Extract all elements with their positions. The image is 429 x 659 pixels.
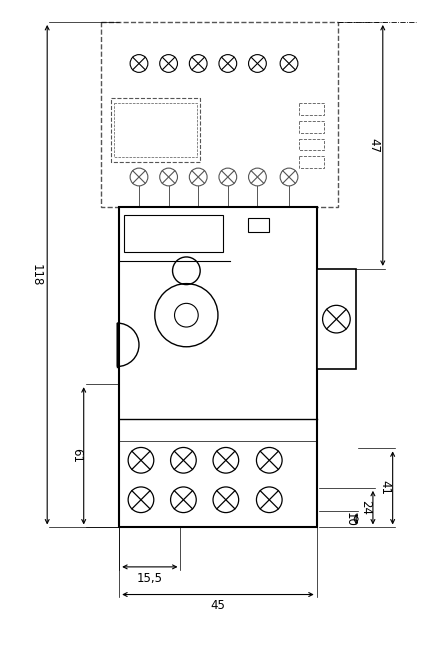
Bar bbox=[317, 269, 356, 370]
Bar bbox=[299, 121, 323, 132]
Bar bbox=[102, 22, 338, 207]
Bar bbox=[114, 103, 197, 158]
Text: 61: 61 bbox=[70, 448, 83, 463]
Bar bbox=[299, 103, 323, 115]
Text: 15,5: 15,5 bbox=[137, 572, 163, 585]
Bar bbox=[112, 98, 200, 162]
Bar bbox=[124, 215, 223, 252]
Text: 10: 10 bbox=[343, 511, 356, 527]
Text: 24: 24 bbox=[359, 500, 372, 515]
Text: 45: 45 bbox=[211, 600, 225, 612]
Text: 47: 47 bbox=[367, 138, 380, 153]
Text: 41: 41 bbox=[379, 480, 392, 496]
Bar bbox=[119, 207, 317, 527]
Bar bbox=[248, 218, 269, 232]
Text: 118: 118 bbox=[30, 264, 42, 286]
Bar bbox=[299, 156, 323, 168]
Bar bbox=[299, 138, 323, 150]
